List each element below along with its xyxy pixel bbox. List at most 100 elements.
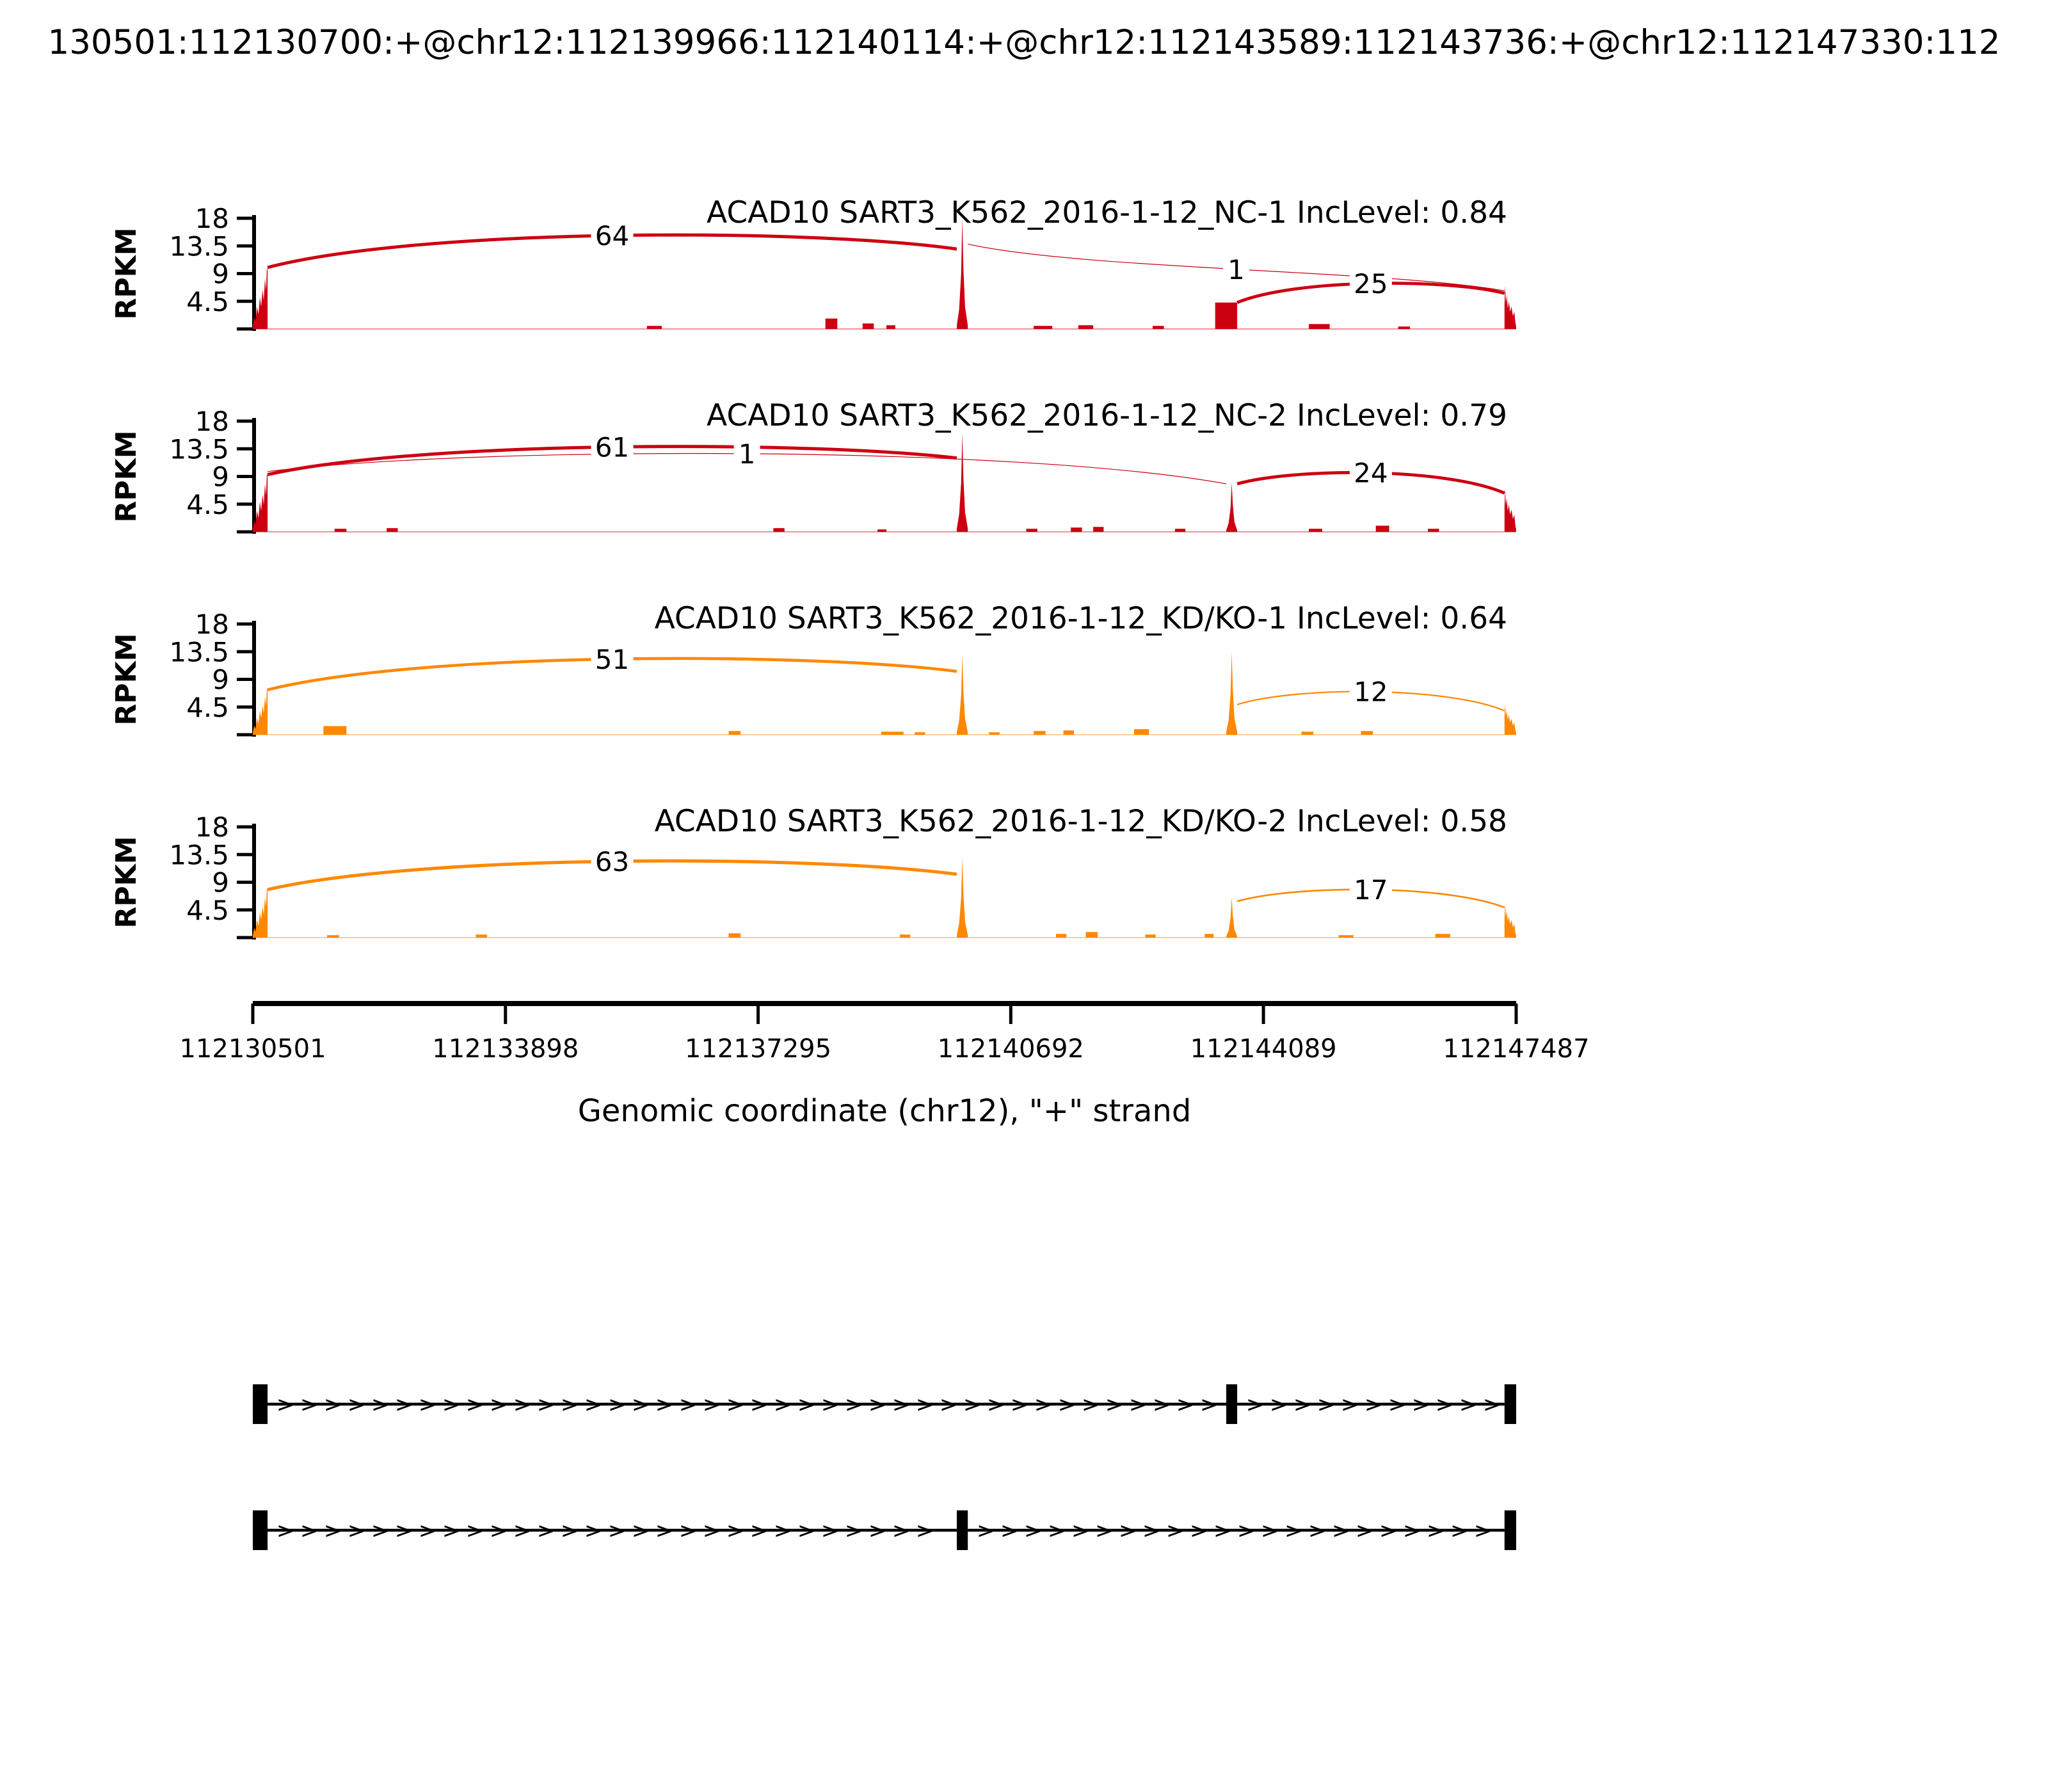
coverage-noise — [1034, 326, 1053, 329]
strand-direction-chevron-icon: > — [1246, 1392, 1265, 1418]
strand-direction-chevron-icon: > — [371, 1392, 390, 1418]
strand-direction-chevron-icon: > — [1129, 1392, 1148, 1418]
junction-label-mask — [1223, 253, 1249, 285]
junction-count-label: 1 — [1228, 254, 1245, 285]
strand-direction-chevron-icon: > — [821, 1392, 840, 1418]
strand-direction-chevron-icon: > — [987, 1392, 1005, 1418]
strand-direction-chevron-icon: > — [1284, 1518, 1303, 1544]
strand-direction-chevron-icon: > — [1142, 1518, 1161, 1544]
x-tick-label: 112140692 — [938, 1034, 1084, 1064]
strand-direction-chevron-icon: > — [916, 1392, 934, 1418]
exon-box — [1504, 1510, 1516, 1550]
junction-count-label: 51 — [595, 644, 629, 675]
strand-direction-chevron-icon: > — [276, 1518, 295, 1544]
junction-label-mask — [591, 431, 634, 463]
strand-direction-chevron-icon: > — [1317, 1392, 1336, 1418]
x-tick-label: 112137295 — [685, 1034, 831, 1064]
rpkm-axis-label: RPKM — [110, 430, 143, 522]
transcript-model: > > > > > > > > > > > > > > > > > > > > > > > > > > > > > > > > > > > > > > > >… — [253, 1510, 1516, 1550]
junction-label-mask — [591, 845, 634, 877]
strand-direction-chevron-icon: > — [1356, 1518, 1374, 1544]
coverage-noise — [1145, 934, 1156, 938]
strand-direction-chevron-icon: > — [1105, 1392, 1124, 1418]
track-title: ACAD10 SART3_K562_2016-1-12_NC-2 IncLeve… — [707, 398, 1507, 433]
coverage-noise — [728, 933, 741, 938]
strand-direction-chevron-icon: > — [1058, 1392, 1076, 1418]
strand-direction-chevron-icon: > — [1332, 1518, 1350, 1544]
coverage-peak — [253, 267, 268, 329]
strand-direction-chevron-icon: > — [1427, 1518, 1445, 1544]
coverage-noise — [915, 732, 925, 735]
strand-direction-chevron-icon: > — [797, 1518, 816, 1544]
figure-title: 130501:112130700:+@chr12:112139966:11214… — [47, 23, 2000, 62]
junction-count-label: 12 — [1354, 676, 1388, 708]
strand-direction-chevron-icon: > — [868, 1392, 887, 1418]
strand-direction-chevron-icon: > — [892, 1518, 911, 1544]
x-tick-label: 112130501 — [179, 1034, 326, 1064]
coverage-noise — [1428, 529, 1439, 532]
strand-direction-chevron-icon: > — [442, 1518, 461, 1544]
junction-count-label: 25 — [1354, 268, 1388, 300]
y-tick-label: 13.5 — [169, 433, 229, 465]
coverage-noise — [1071, 527, 1082, 532]
coverage-noise — [825, 318, 838, 329]
exon-box — [1504, 1384, 1516, 1424]
coverage-noise — [1093, 527, 1104, 532]
exon-box — [253, 1384, 268, 1424]
coverage-noise — [881, 732, 904, 735]
strand-direction-chevron-icon: > — [1388, 1392, 1407, 1418]
strand-direction-chevron-icon: > — [1412, 1392, 1430, 1418]
rpkm-axis-label: RPKM — [110, 227, 143, 319]
x-axis: 112130501 112133898 112137295 112140692 1121… — [179, 1001, 1590, 1064]
y-tick-label: 9 — [212, 664, 229, 696]
coverage-peak — [957, 218, 968, 329]
junction-label-mask — [591, 643, 634, 675]
strand-direction-chevron-icon: > — [537, 1392, 556, 1418]
coverage-peak — [1226, 652, 1238, 735]
strand-direction-chevron-icon: > — [1341, 1392, 1359, 1418]
strand-direction-chevron-icon: > — [466, 1518, 484, 1544]
coverage-peak — [1504, 488, 1516, 532]
y-tick-label: 4.5 — [186, 692, 229, 723]
coverage-peak — [253, 473, 268, 532]
strand-direction-chevron-icon: > — [774, 1518, 792, 1544]
strand-direction-chevron-icon: > — [868, 1518, 887, 1544]
strand-direction-chevron-icon: > — [632, 1392, 650, 1418]
strand-direction-chevron-icon: > — [276, 1392, 295, 1418]
strand-direction-chevron-icon: > — [1364, 1392, 1383, 1418]
coverage-peak — [1226, 483, 1238, 532]
coverage-noise — [728, 731, 741, 735]
y-tick-label: 4.5 — [186, 895, 229, 926]
coverage-peak — [1504, 285, 1516, 329]
strand-direction-chevron-icon: > — [608, 1518, 627, 1544]
coverage-noise — [1338, 935, 1354, 938]
strand-direction-chevron-icon: > — [1000, 1518, 1019, 1544]
y-tick-label: 13.5 — [169, 839, 229, 870]
junction-label-mask — [1349, 456, 1392, 489]
strand-direction-chevron-icon: > — [442, 1392, 461, 1418]
y-tick-label: 18 — [195, 406, 229, 437]
track-title: ACAD10 SART3_K562_2016-1-12_KD/KO-1 IncL… — [655, 601, 1507, 636]
strand-direction-chevron-icon: > — [726, 1392, 745, 1418]
strand-direction-chevron-icon: > — [774, 1392, 792, 1418]
junction-count-label: 1 — [739, 438, 756, 470]
strand-direction-chevron-icon: > — [726, 1518, 745, 1544]
strand-direction-chevron-icon: > — [1082, 1392, 1100, 1418]
strand-direction-chevron-icon: > — [348, 1392, 366, 1418]
y-tick-label: 9 — [212, 259, 229, 290]
junction-count-label: 63 — [595, 846, 629, 877]
strand-direction-chevron-icon: > — [797, 1392, 816, 1418]
coverage-noise — [886, 325, 895, 329]
coverage-noise — [1078, 325, 1094, 329]
strand-direction-chevron-icon: > — [940, 1392, 958, 1418]
coverage-peak — [1504, 904, 1516, 938]
strand-direction-chevron-icon: > — [750, 1518, 769, 1544]
strand-direction-chevron-icon: > — [632, 1518, 650, 1544]
track-title: ACAD10 SART3_K562_2016-1-12_NC-1 IncLeve… — [707, 195, 1507, 230]
coverage-noise — [1026, 529, 1037, 532]
coverage-noise — [476, 934, 487, 938]
exon-box — [1226, 1384, 1238, 1424]
